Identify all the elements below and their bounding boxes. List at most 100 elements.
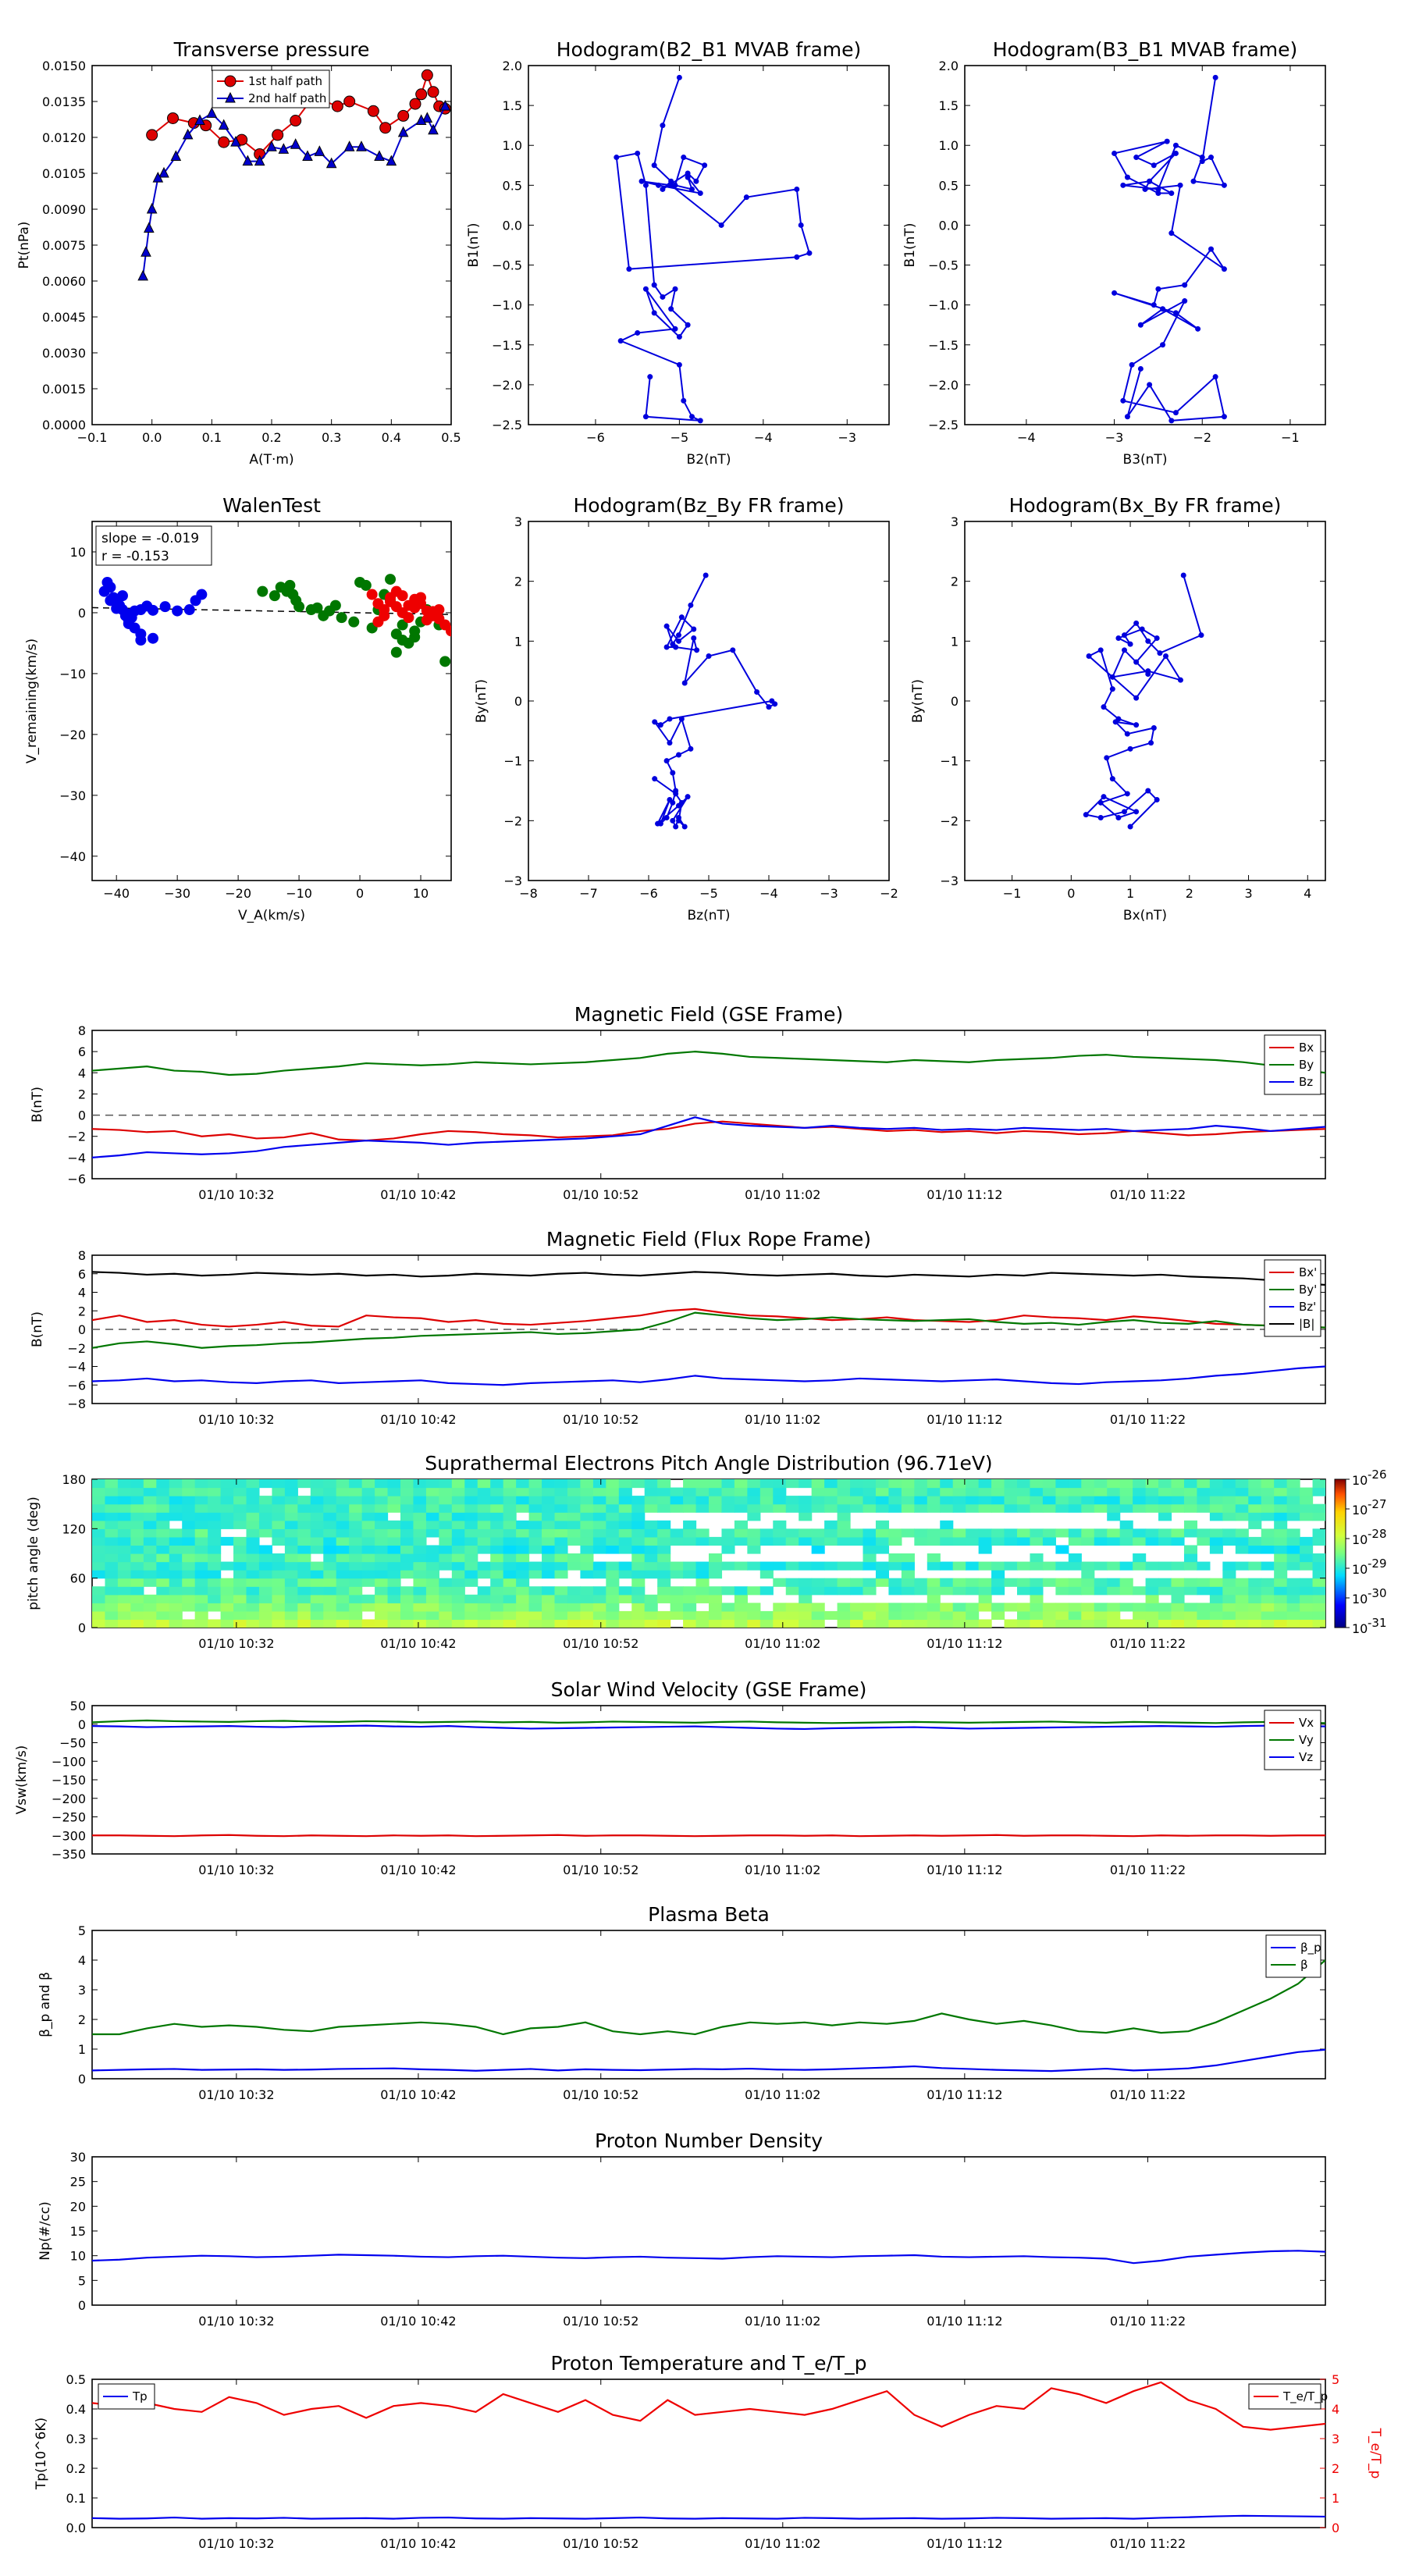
colorbar-exponent: -26 <box>1368 1468 1387 1482</box>
colorbar-tick-label: 10 <box>1352 1621 1368 1636</box>
heatmap-cell <box>952 1479 966 1489</box>
heatmap-cell <box>1094 1496 1108 1505</box>
heatmap-cell <box>1197 1528 1211 1538</box>
x-tick-label: 4 <box>1304 886 1311 901</box>
data-point <box>170 150 182 162</box>
series-group <box>92 2381 1325 2520</box>
y-tick-label: −0.5 <box>928 258 959 273</box>
y-tick-label: 15 <box>70 2224 86 2239</box>
time-tick-label: 01/10 10:42 <box>380 2536 456 2551</box>
heatmap-cell <box>451 1496 465 1505</box>
data-point <box>1127 745 1133 752</box>
heatmap-cell <box>1248 1503 1262 1513</box>
heatmap-cell <box>361 1594 375 1603</box>
heatmap-cell <box>208 1512 222 1521</box>
heatmap-cell <box>156 1503 170 1513</box>
hodogram-line <box>653 575 777 829</box>
heatmap-cell <box>1248 1619 1262 1628</box>
heatmap-cell <box>400 1528 414 1538</box>
heatmap-cell <box>361 1496 375 1505</box>
heatmap-cell <box>606 1545 620 1554</box>
heatmap-cell <box>375 1553 389 1563</box>
r-annotation: r = -0.153 <box>101 549 169 564</box>
heatmap-cell <box>425 1561 439 1571</box>
heatmap-cell <box>1094 1619 1108 1628</box>
heatmap-cell <box>272 1594 286 1603</box>
heatmap-cell <box>1261 1610 1275 1621</box>
heatmap-cell <box>991 1561 1005 1571</box>
heatmap-cell <box>991 1536 1005 1546</box>
data-point <box>390 585 402 597</box>
hodogram-bx-by-frame <box>964 521 1326 881</box>
y-tick-label: 1.5 <box>939 98 959 113</box>
heatmap-cell <box>1055 1619 1069 1628</box>
heatmap-cell <box>361 1528 375 1538</box>
heatmap-cell <box>952 1503 966 1513</box>
data-point <box>668 182 674 188</box>
heatmap-cell <box>233 1536 247 1546</box>
heatmap-cell <box>194 1561 208 1571</box>
heatmap-cell <box>375 1603 389 1612</box>
heatmap-cell <box>657 1545 671 1554</box>
heatmap-cell <box>92 1553 106 1563</box>
heatmap-cell <box>695 1487 710 1496</box>
heatmap-cell <box>156 1479 170 1489</box>
heatmap-cell <box>747 1610 761 1621</box>
data-point <box>105 595 116 607</box>
heatmap-cell <box>631 1479 646 1489</box>
heatmap-cell <box>721 1528 735 1538</box>
data-point <box>421 614 432 626</box>
colorbar-exponent: -28 <box>1368 1527 1387 1541</box>
data-point <box>218 119 229 130</box>
heatmap-cell <box>143 1479 157 1489</box>
time-tick-label: 01/10 10:32 <box>198 1187 274 1202</box>
heatmap-cell <box>773 1496 787 1505</box>
data-point <box>668 306 674 312</box>
heatmap-cell <box>425 1487 439 1496</box>
legend-marker <box>224 75 237 87</box>
heatmap-cell <box>92 1496 106 1505</box>
y-tick-label: 5 <box>78 1923 86 1938</box>
heatmap-cell <box>1235 1561 1249 1571</box>
heatmap-cell <box>1055 1496 1069 1505</box>
heatmap-cell <box>927 1603 941 1612</box>
heatmap-cell <box>310 1545 324 1554</box>
y-tick-label: 10 <box>70 2249 86 2264</box>
heatmap-cell <box>194 1610 208 1621</box>
heatmap-cell <box>387 1561 401 1571</box>
heatmap-cell <box>1235 1512 1249 1521</box>
data-point <box>1168 418 1175 424</box>
heatmap-cell <box>863 1479 877 1489</box>
heatmap-cell <box>220 1512 234 1521</box>
heatmap-cell <box>1133 1561 1147 1571</box>
heatmap-cell <box>1133 1503 1147 1513</box>
heatmap-cell <box>991 1586 1005 1596</box>
heatmap-cell <box>400 1479 414 1489</box>
heatmap-cell <box>92 1512 106 1521</box>
heatmap-cell <box>387 1619 401 1628</box>
heatmap-cell <box>490 1561 504 1571</box>
heatmap-cell <box>850 1536 864 1546</box>
heatmap-cell <box>477 1586 491 1596</box>
heatmap-cell <box>644 1619 658 1628</box>
data-point <box>642 414 649 420</box>
heatmap-cell <box>413 1578 427 1587</box>
heatmap-cell <box>1081 1619 1095 1628</box>
heatmap-cell <box>182 1487 196 1496</box>
y-tick-label: 3 <box>514 514 522 529</box>
heatmap-cell <box>143 1578 157 1587</box>
heatmap-cell <box>490 1536 504 1546</box>
heatmap-cell <box>258 1545 273 1554</box>
chart-title: Proton Temperature and T_e/T_p <box>550 2352 866 2375</box>
heatmap-cell <box>542 1570 556 1579</box>
data-point <box>1160 306 1166 312</box>
heatmap-cell <box>606 1610 620 1621</box>
heatmap-cell <box>940 1479 954 1489</box>
heatmap-cell <box>169 1610 183 1621</box>
heatmap-cell <box>580 1487 594 1496</box>
heatmap-cell <box>1300 1487 1314 1496</box>
heatmap-cell <box>1286 1594 1300 1603</box>
data-point <box>1155 190 1161 197</box>
data-point <box>663 758 670 764</box>
heatmap-cell <box>477 1603 491 1612</box>
